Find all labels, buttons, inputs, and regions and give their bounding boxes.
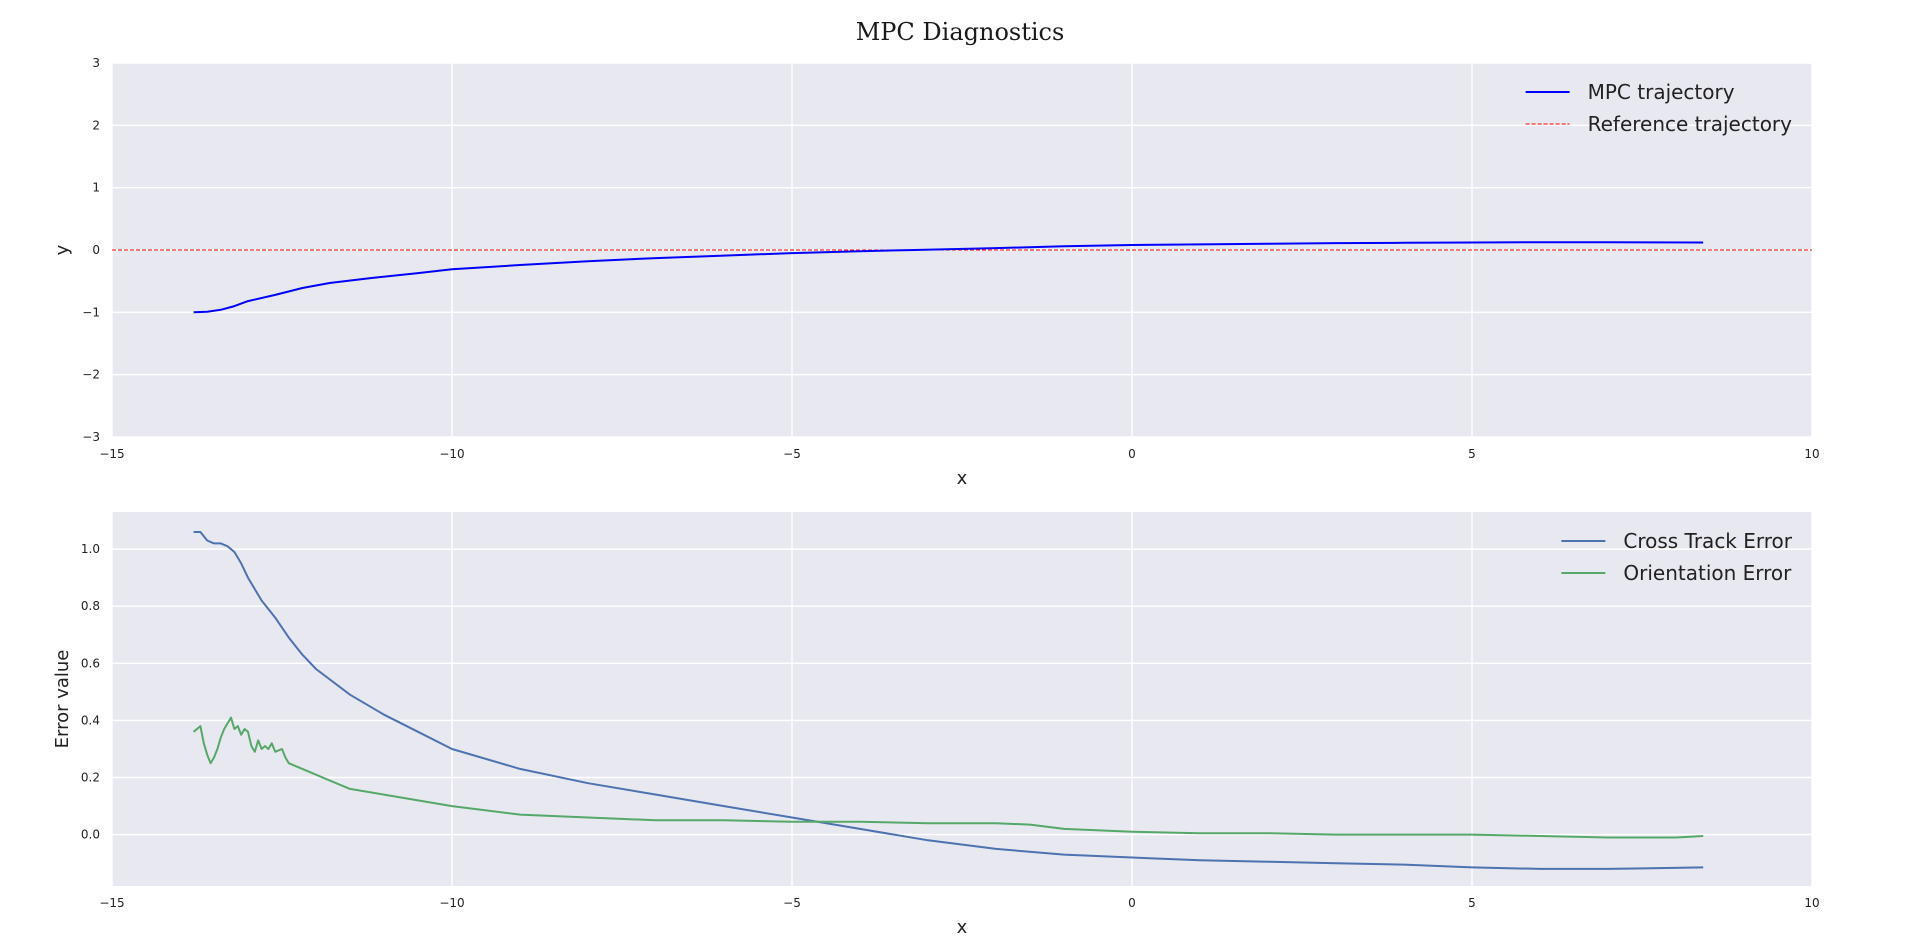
y-tick-label: −2 xyxy=(82,368,100,382)
y-tick-label: 0 xyxy=(92,243,100,257)
y-tick-label: 0.8 xyxy=(81,599,100,613)
y-tick-label: 1.0 xyxy=(81,542,100,556)
y-axis-label: y xyxy=(52,244,73,255)
legend: Cross Track Error Orientation Error xyxy=(1561,529,1793,585)
legend: MPC trajectory Reference trajectory xyxy=(1525,80,1793,136)
legend-label: Orientation Error xyxy=(1623,561,1792,585)
y-tick-label: 3 xyxy=(92,56,100,70)
y-axis-label: Error value xyxy=(52,650,73,749)
legend-label: Cross Track Error xyxy=(1623,529,1792,553)
x-tick-label: 10 xyxy=(1804,896,1819,910)
plot-area xyxy=(112,512,1812,886)
x-tick-label: 0 xyxy=(1128,447,1136,461)
error-chart: −15 −10 −5 0 5 10 1.0 0.8 0.6 0.4 0.2 0.0 x Error val… xyxy=(52,512,1820,938)
x-tick-label: 10 xyxy=(1804,447,1819,461)
x-tick-label: −10 xyxy=(439,447,464,461)
x-tick-label: −15 xyxy=(99,896,124,910)
series-line-orientation-error xyxy=(192,716,1704,839)
x-tick-label: −10 xyxy=(439,896,464,910)
legend-label: Reference trajectory xyxy=(1588,112,1793,136)
y-tick-label: 0.4 xyxy=(81,713,100,727)
x-tick-label: 5 xyxy=(1468,447,1476,461)
y-tick-label: 0.0 xyxy=(81,828,100,842)
x-tick-label: 0 xyxy=(1128,896,1136,910)
x-tick-label: −15 xyxy=(99,447,124,461)
y-tick-label: 0.6 xyxy=(81,656,100,670)
y-tick-label: 1 xyxy=(92,181,100,195)
y-tick-label: 0.2 xyxy=(81,771,100,785)
x-tick-label: −5 xyxy=(783,447,801,461)
series-line-cross-track-error xyxy=(193,531,1704,870)
y-tick-label: −3 xyxy=(82,430,100,444)
series-line-mpc-trajectory xyxy=(193,241,1704,314)
legend-label: MPC trajectory xyxy=(1588,80,1735,104)
x-axis-label: x xyxy=(957,917,968,938)
x-tick-label: 5 xyxy=(1468,896,1476,910)
y-tick-label: −1 xyxy=(82,305,100,319)
x-tick-label: −5 xyxy=(783,896,801,910)
figure-title: MPC Diagnostics xyxy=(856,18,1065,46)
y-tick-label: 2 xyxy=(92,118,100,132)
x-axis-label: x xyxy=(957,468,968,489)
